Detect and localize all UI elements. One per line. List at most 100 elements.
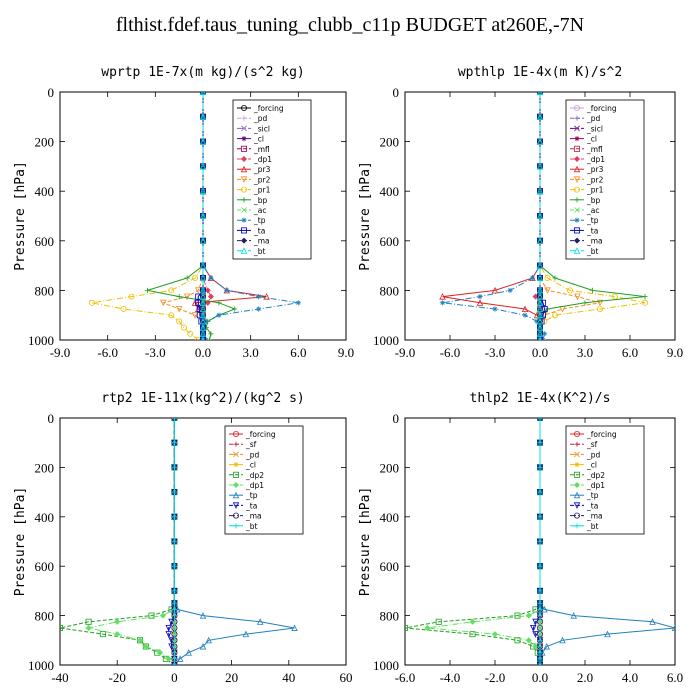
- data-point: [537, 606, 543, 613]
- data-point: [176, 318, 183, 325]
- data-point: [199, 187, 207, 195]
- data-point: [168, 287, 175, 294]
- legend-label: _ta: [245, 501, 257, 510]
- data-point: [199, 113, 207, 120]
- data-point: [642, 294, 648, 300]
- legend-label: _tp: [586, 216, 599, 225]
- legend-marker: [233, 441, 239, 447]
- data-point: [199, 274, 207, 281]
- legend-marker: [574, 451, 580, 458]
- data-point: [532, 618, 539, 626]
- data-point: [469, 631, 476, 638]
- data-point: [171, 418, 177, 421]
- y-tick-label: 1000: [28, 333, 54, 348]
- data-point: [142, 643, 149, 650]
- data-point: [171, 606, 177, 613]
- data-point: [199, 212, 207, 219]
- legend-label: _ma: [586, 237, 603, 246]
- data-point: [477, 294, 483, 300]
- data-point: [199, 293, 207, 300]
- legend-label: _ac: [253, 206, 266, 215]
- data-point: [263, 293, 270, 300]
- data-point: [507, 287, 513, 293]
- data-point: [537, 631, 543, 637]
- data-point: [88, 299, 95, 306]
- data-point: [208, 275, 214, 281]
- legend-marker: [232, 430, 239, 437]
- data-point: [537, 619, 543, 625]
- legend-label: _pr2: [253, 175, 271, 184]
- x-tick-label: 0: [171, 670, 178, 685]
- data-point: [171, 613, 177, 619]
- data-point: [216, 312, 222, 318]
- y-tick-label: 200: [35, 460, 55, 475]
- chart-title: rtp2 1E-11x(kg^2)/(kg^2 s): [101, 391, 305, 406]
- y-tick-label: 600: [35, 559, 55, 574]
- data-point: [171, 656, 177, 662]
- data-point: [206, 337, 212, 340]
- legend-label: _ac: [586, 206, 599, 215]
- legend-marker: [574, 512, 581, 519]
- legend-marker: [574, 136, 580, 142]
- legend-marker: [574, 115, 580, 121]
- y-tick-label: 800: [380, 283, 400, 298]
- data-point: [232, 306, 238, 312]
- legend-marker: [574, 441, 580, 447]
- data-point: [199, 317, 207, 325]
- legend-label: _pr3: [253, 165, 271, 174]
- legend-label: _ta: [586, 226, 598, 235]
- y-axis-label: Pressure [hPa]: [13, 161, 28, 271]
- data-point: [199, 612, 207, 619]
- data-point: [537, 588, 543, 594]
- data-point: [191, 312, 199, 319]
- chart-title: wprtp 1E-7x(m kg)/(s^2 kg): [101, 65, 305, 80]
- data-point: [183, 293, 191, 301]
- legend-label: _sf: [586, 440, 598, 449]
- data-point: [203, 318, 209, 324]
- data-point: [199, 92, 207, 95]
- data-point: [536, 274, 544, 281]
- data-point: [216, 300, 222, 306]
- data-point: [405, 624, 408, 631]
- legend-marker: [241, 207, 247, 213]
- data-point: [541, 605, 548, 613]
- data-point: [165, 624, 172, 632]
- data-point: [439, 293, 446, 300]
- data-point: [199, 299, 207, 306]
- legend-marker: [241, 197, 247, 203]
- y-tick-label: 0: [393, 411, 400, 426]
- data-point: [525, 612, 532, 619]
- data-point: [536, 299, 544, 306]
- legend-marker: [574, 430, 581, 437]
- data-point: [537, 440, 543, 446]
- y-tick-label: 200: [380, 135, 400, 150]
- data-point: [567, 287, 574, 294]
- data-point: [85, 618, 92, 625]
- legend-marker: [573, 237, 581, 244]
- data-point: [171, 538, 177, 545]
- legend-marker: [233, 462, 239, 468]
- legend-marker: [574, 217, 580, 223]
- legend-label: _pr2: [586, 175, 604, 184]
- legend-marker: [240, 186, 247, 193]
- data-point: [176, 294, 182, 300]
- data-point: [199, 311, 207, 319]
- x-tick-label: -4.0: [440, 670, 461, 685]
- data-point: [171, 631, 177, 637]
- data-point: [171, 625, 177, 631]
- legend-label: _dp2: [586, 471, 605, 480]
- legend-label: _pd: [586, 450, 601, 459]
- data-point: [537, 418, 543, 421]
- data-point: [242, 630, 250, 638]
- data-point: [604, 630, 611, 638]
- legend-marker: [232, 502, 240, 509]
- series-group: [60, 418, 298, 665]
- series-group: [88, 92, 301, 340]
- y-tick-label: 200: [380, 460, 400, 475]
- data-point: [671, 624, 675, 631]
- legend-label: _sf: [245, 440, 257, 449]
- legend-marker: [573, 176, 581, 183]
- series-line-tp: [442, 92, 546, 340]
- data-point: [536, 262, 544, 269]
